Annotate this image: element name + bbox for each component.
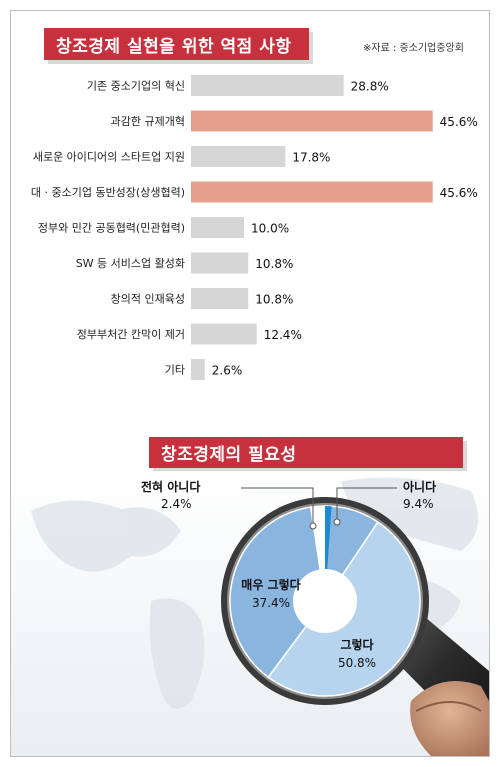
- donut-hole: [293, 569, 357, 633]
- bar-category-label: 새로운 아이디어의 스타트업 지원: [33, 151, 185, 164]
- source-note: ※자료 : 중소기업중앙회: [363, 43, 464, 54]
- bar-category-label: 과감한 규제개혁: [111, 115, 185, 128]
- bar-category-label: 대 · 중소기업 동반성장(상생협력): [31, 186, 185, 199]
- pie-chart-title: 창조경제의 필요성: [149, 437, 463, 468]
- bar: [191, 75, 344, 96]
- bar: [191, 217, 244, 238]
- bar-value-label: 12.4%: [264, 328, 302, 342]
- bar: [191, 146, 286, 167]
- bar-value-label: 10.0%: [251, 222, 289, 236]
- pie-value-label: 37.4%: [252, 596, 290, 610]
- donut-slice: [229, 506, 326, 679]
- bar-category-label: SW 등 서비스업 활성화: [76, 256, 185, 270]
- pie-leader-dot: [333, 518, 341, 526]
- bar-category-label: 기존 중소기업의 혁신: [87, 80, 185, 93]
- infographic-frame: 창조경제 실현을 위한 역점 사항 ※자료 : 중소기업중앙회 기존 중소기업의…: [10, 10, 490, 757]
- pie-labels: 아니다 9.4% 전혀 아니다 2.4% 그렇다 50.8% 매우 그렇다 37.4%: [141, 479, 436, 670]
- pie-slice-label: 전혀 아니다: [141, 479, 200, 494]
- bar: [191, 323, 257, 345]
- bar: [191, 359, 205, 380]
- pie-leader-line: [241, 487, 314, 526]
- bar-chart-title: 창조경제 실현을 위한 역점 사항: [44, 28, 309, 60]
- bar-category-label: 기타: [165, 364, 185, 377]
- pie-value-label: 9.4%: [403, 497, 434, 511]
- bar: [191, 181, 433, 203]
- bar-category-label: 창의적 인재육성: [111, 293, 185, 306]
- pie-leader-dot: [309, 522, 317, 530]
- bar-value-label: 28.8%: [351, 80, 389, 94]
- bar: [191, 288, 249, 309]
- pie-slice-label: 아니다: [403, 479, 436, 494]
- bar-value-label: 17.8%: [292, 151, 330, 165]
- bar-value-label: 45.6%: [440, 115, 478, 129]
- bar-value-label: 45.6%: [440, 186, 478, 200]
- bar-chart: 기존 중소기업의 혁신 28.8% 과감한 규제개혁 45.6% 새로운 아이디어의 스…: [31, 75, 478, 380]
- bar: [191, 110, 433, 132]
- bar-value-label: 10.8%: [255, 257, 293, 271]
- pie-leader-line: [336, 487, 397, 522]
- bar-category-label: 정부와 민간 공동협력(민관협력): [38, 222, 185, 235]
- bar-value-label: 10.8%: [255, 293, 293, 307]
- pie-value-label: 50.8%: [338, 656, 376, 670]
- pie-slice-label: 그렇다: [340, 637, 373, 652]
- pie-slice-label: 매우 그렇다: [241, 577, 300, 592]
- bar-category-label: 정부부처간 칸막이 제거: [77, 328, 185, 341]
- bar-value-label: 2.6%: [212, 364, 243, 378]
- bar: [191, 252, 249, 274]
- donut-chart: 아니다 9.4% 전혀 아니다 2.4% 그렇다 50.8% 매우 그렇다 37.4%: [11, 471, 489, 756]
- donut-group: [221, 497, 429, 705]
- pie-value-label: 2.4%: [161, 497, 192, 511]
